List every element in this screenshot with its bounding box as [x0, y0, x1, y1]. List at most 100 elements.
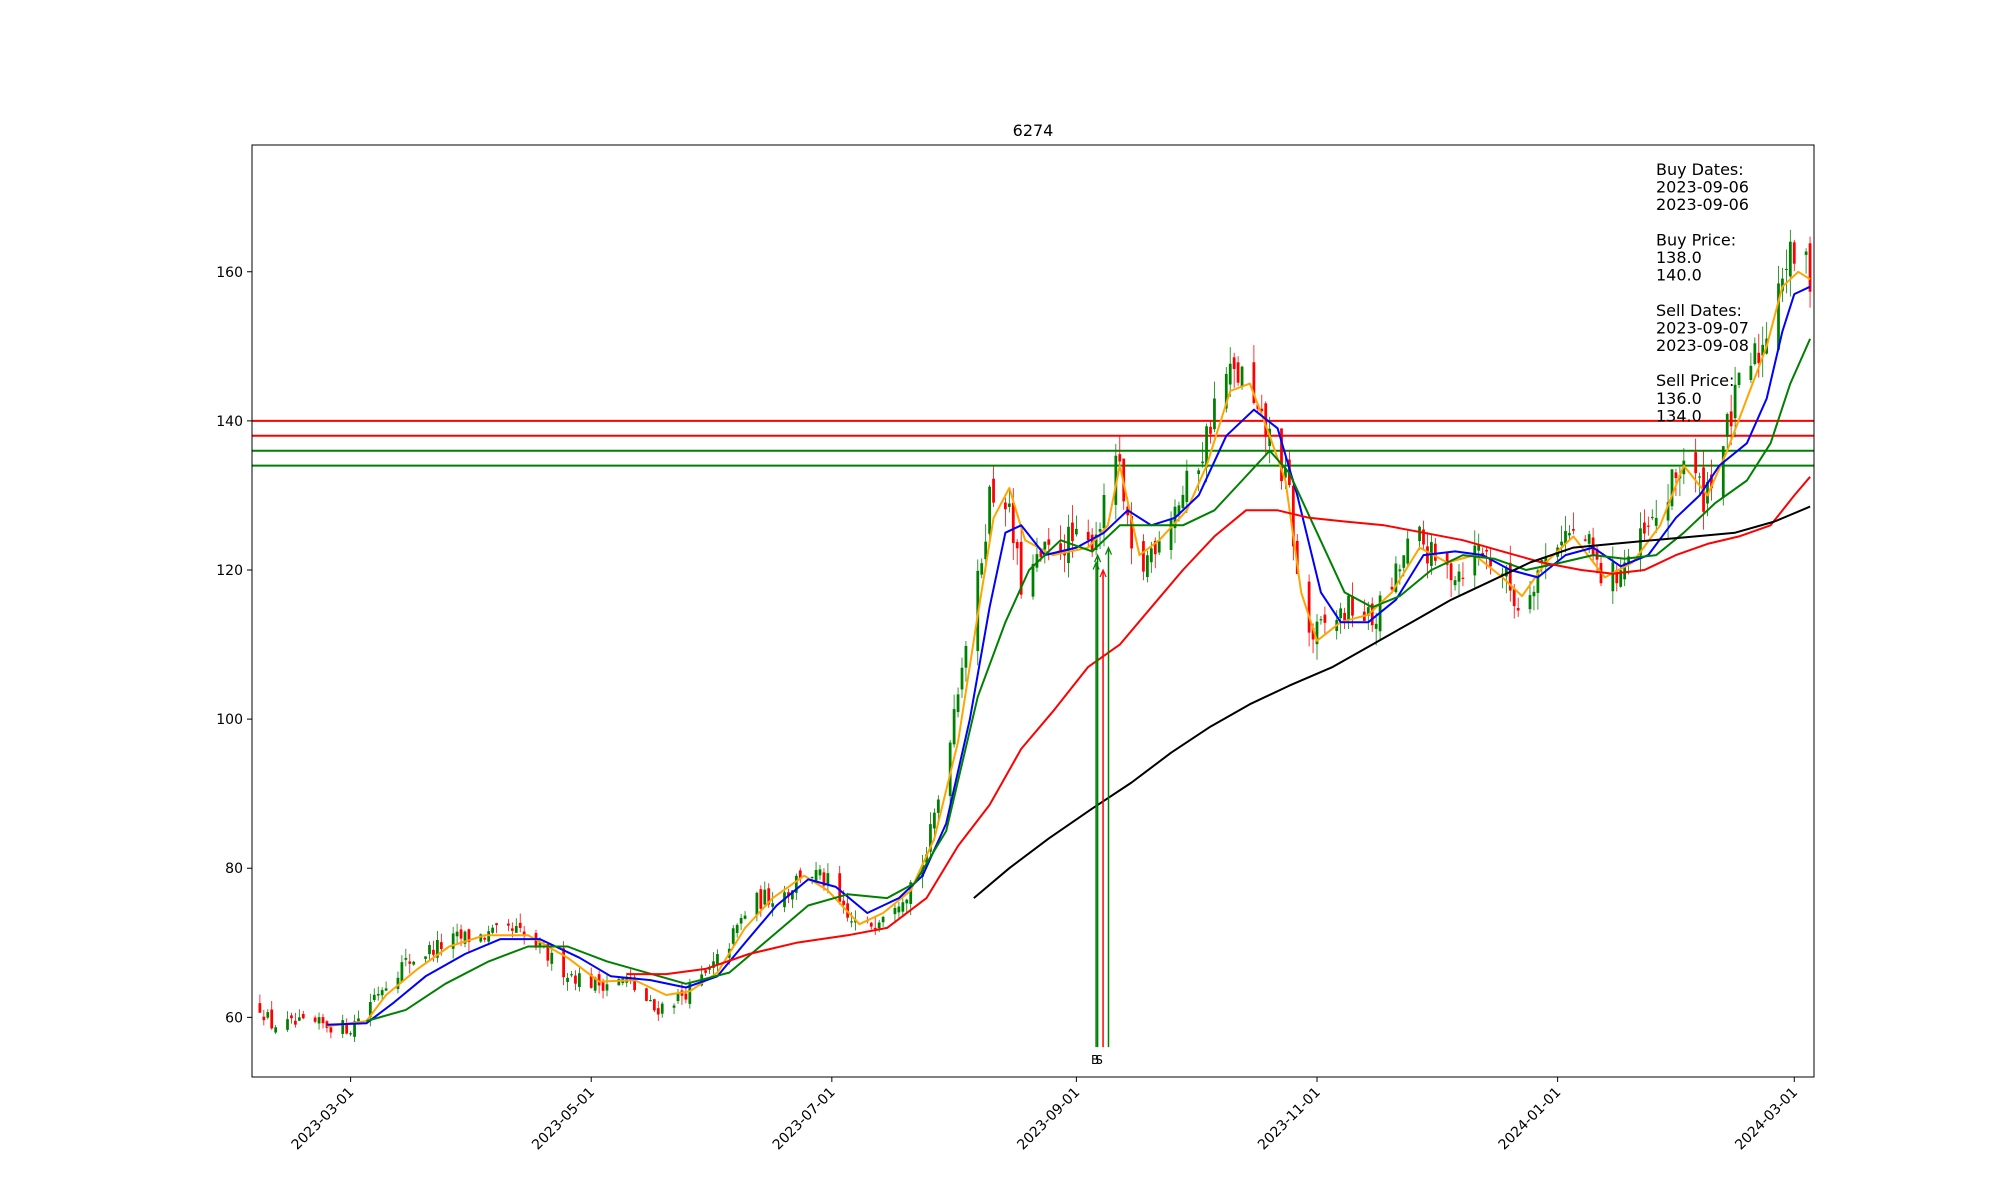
- candle-body-245: [1611, 562, 1615, 592]
- candle-body-56: [566, 977, 569, 983]
- candle-body-10: [313, 1017, 317, 1022]
- candle-body-32: [432, 949, 435, 955]
- candle-body-224: [1489, 559, 1492, 567]
- candle-body-98: [794, 875, 798, 893]
- annotation-line-5: 138.0: [1656, 248, 1702, 267]
- candle-body-99: [798, 870, 802, 879]
- candle-body-149: [1075, 528, 1078, 535]
- candle-body-249: [1627, 556, 1630, 563]
- candle-body-60: [589, 974, 593, 988]
- candle-body-231: [1532, 591, 1536, 597]
- candle-body-81: [704, 970, 707, 973]
- candle-body-264: [1710, 474, 1713, 489]
- candle-body-136: [1007, 503, 1011, 507]
- candle-body-253: [1650, 516, 1654, 519]
- candle-body-229: [1516, 608, 1520, 611]
- candle-body-48: [518, 922, 522, 928]
- candle-body-174: [1213, 398, 1216, 430]
- candle-body-152: [1094, 534, 1098, 551]
- candle-body-260: [1694, 452, 1698, 474]
- candle-body-256: [1670, 469, 1674, 507]
- candle-body-192: [1315, 621, 1319, 645]
- candle-body-102: [818, 869, 822, 876]
- candle-body-257: [1674, 472, 1678, 479]
- candle-body-272: [1757, 352, 1761, 364]
- y-tick-label-100: 100: [216, 712, 243, 728]
- candle-body-159: [1130, 515, 1133, 549]
- candle-body-205: [1390, 586, 1394, 590]
- candle-body-218: [1457, 571, 1461, 582]
- candle-body-42: [487, 931, 491, 942]
- candle-body-240: [1583, 539, 1587, 541]
- candle-body-3: [270, 1009, 274, 1029]
- candle-body-219: [1461, 577, 1465, 579]
- y-tick-label-120: 120: [216, 563, 243, 579]
- candle-body-238: [1568, 533, 1571, 536]
- candle-body-47: [514, 925, 518, 933]
- candle-body-155: [1114, 455, 1118, 505]
- candle-body-39: [467, 929, 471, 943]
- candle-body-263: [1706, 481, 1709, 504]
- candle-body-270: [1749, 365, 1753, 380]
- candle-body-116: [897, 906, 901, 913]
- candle-body-148: [1071, 522, 1074, 542]
- candle-body-63: [601, 981, 605, 991]
- candle-body-44: [495, 923, 498, 926]
- candle-body-113: [877, 922, 881, 929]
- candle-body-131: [980, 563, 984, 575]
- candle-body-209: [1406, 538, 1410, 564]
- candle-body-267: [1729, 411, 1733, 427]
- candle-body-126: [952, 709, 956, 745]
- candle-body-58: [574, 975, 577, 984]
- candle-body-199: [1351, 595, 1354, 616]
- signal-arrowhead-2: [1099, 568, 1107, 578]
- candle-body-161: [1146, 555, 1149, 578]
- candle-body-135: [1004, 502, 1007, 510]
- candle-body-169: [1185, 470, 1189, 502]
- annotation-line-12: Sell Price:: [1656, 371, 1734, 390]
- candle-body-121: [925, 854, 928, 863]
- candle-body-150: [1086, 531, 1090, 541]
- candle-body-86: [731, 928, 735, 944]
- candle-body-261: [1698, 476, 1701, 478]
- candle-body-147: [1067, 526, 1070, 564]
- y-tick-label-140: 140: [216, 414, 243, 430]
- candle-body-225: [1501, 573, 1504, 575]
- candle-body-76: [676, 992, 680, 1002]
- candle-body-139: [1019, 541, 1023, 595]
- candle-body-227: [1508, 562, 1512, 591]
- candle-body-43: [491, 927, 494, 933]
- candle-body-89: [743, 915, 747, 919]
- candle-body-201: [1366, 607, 1370, 616]
- candle-body-132: [984, 541, 988, 560]
- candle-body-214: [1433, 543, 1437, 561]
- candle-body-188: [1291, 485, 1295, 547]
- candle-body-21: [372, 994, 376, 1001]
- candle-body-25: [396, 977, 400, 989]
- candle-body-128: [960, 667, 964, 690]
- annotation-line-0: Buy Dates:: [1656, 160, 1744, 179]
- candle-body-1: [262, 1016, 266, 1021]
- candle-body-221: [1477, 545, 1481, 551]
- candle-body-65: [617, 978, 621, 986]
- candle-body-216: [1449, 563, 1453, 581]
- candle-body-100: [810, 876, 814, 879]
- candle-body-125: [948, 742, 952, 796]
- candle-body-208: [1402, 555, 1406, 568]
- candle-body-4: [274, 1027, 278, 1033]
- annotation-line-9: 2023-09-07: [1656, 318, 1749, 337]
- y-tick-label-80: 80: [225, 861, 243, 877]
- candle-body-93: [767, 888, 771, 905]
- candle-body-9: [301, 1013, 305, 1019]
- candle-body-28: [408, 961, 412, 964]
- candle-body-53: [546, 944, 550, 961]
- candle-body-164: [1157, 540, 1161, 553]
- moving-average-line-2: [366, 338, 1812, 1023]
- candle-body-251: [1643, 522, 1646, 534]
- candle-body-207: [1398, 569, 1402, 572]
- candle-body-5: [286, 1019, 289, 1030]
- candle-body-55: [562, 948, 565, 978]
- annotation-line-8: Sell Dates:: [1656, 301, 1742, 320]
- candle-body-92: [763, 889, 767, 905]
